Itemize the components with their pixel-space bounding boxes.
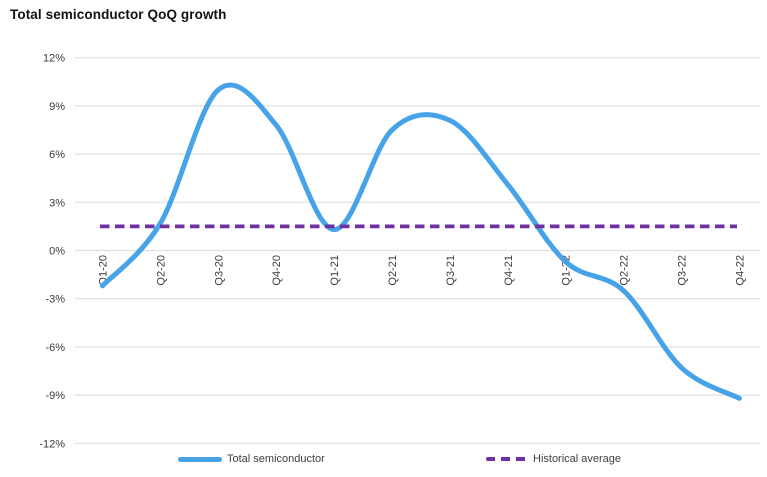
x-axis-tick-label: Q2-20 bbox=[155, 255, 167, 286]
x-axis-tick-label: Q2-21 bbox=[387, 255, 399, 286]
y-axis-tick-label: -6% bbox=[45, 342, 65, 354]
y-axis-tick-label: -9% bbox=[45, 390, 65, 402]
x-axis-tick-label: Q3-20 bbox=[213, 255, 225, 286]
legend-item-historical-average: Historical average bbox=[486, 451, 621, 467]
legend-label-total-semiconductor: Total semiconductor bbox=[227, 453, 325, 465]
y-axis-tick-label: 9% bbox=[49, 101, 65, 113]
dashed-line-swatch-icon bbox=[486, 457, 528, 461]
y-axis-tick-label: 6% bbox=[49, 149, 65, 161]
x-axis-tick-label: Q1-20 bbox=[98, 255, 110, 286]
x-axis-tick-label: Q4-22 bbox=[734, 255, 746, 286]
x-axis-tick-label: Q4-20 bbox=[271, 255, 283, 286]
y-axis-tick-label: 3% bbox=[49, 197, 65, 209]
y-axis-tick-label: 0% bbox=[49, 246, 65, 258]
chart-title: Total semiconductor QoQ growth bbox=[10, 7, 227, 22]
y-axis-tick-label: 12% bbox=[43, 53, 65, 65]
legend-label-historical-average: Historical average bbox=[533, 453, 622, 465]
x-axis-tick-label: Q2-22 bbox=[619, 255, 631, 286]
x-axis-tick-label: Q3-21 bbox=[445, 255, 457, 286]
legend-item-total-semiconductor: Total semiconductor bbox=[178, 451, 325, 467]
x-axis-tick-label: Q3-22 bbox=[677, 255, 689, 286]
y-axis-tick-label: -12% bbox=[39, 438, 65, 450]
solid-line-swatch-icon bbox=[178, 456, 222, 462]
x-axis-tick-label: Q1-21 bbox=[329, 255, 341, 286]
y-axis-tick-label: -3% bbox=[45, 294, 65, 306]
total-semiconductor-line bbox=[100, 82, 742, 401]
x-axis-tick-label: Q4-21 bbox=[503, 255, 515, 286]
